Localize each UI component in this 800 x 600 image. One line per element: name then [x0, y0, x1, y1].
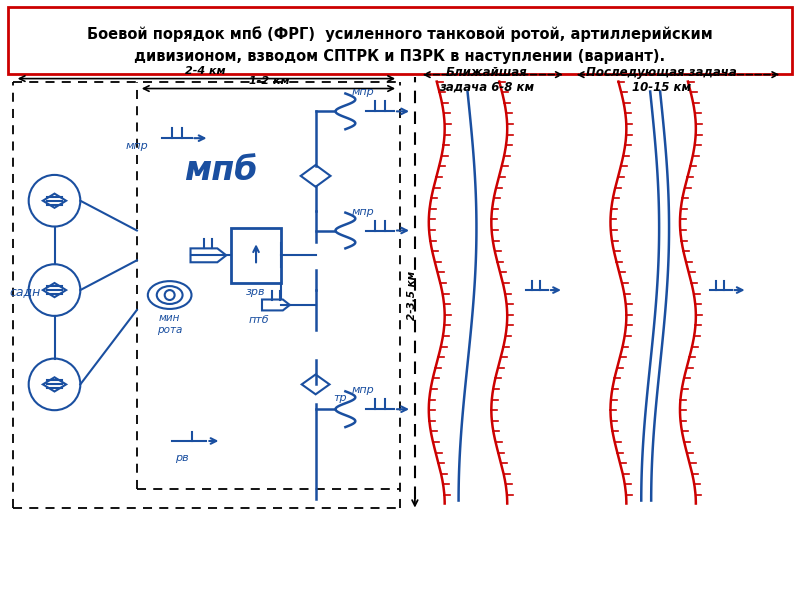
Text: зрв: зрв — [246, 287, 266, 297]
Text: Ближайшая
задача 6-8 км: Ближайшая задача 6-8 км — [439, 65, 534, 94]
Bar — [231, 227, 281, 283]
Text: рв: рв — [174, 453, 188, 463]
Text: садн: садн — [9, 286, 40, 299]
Text: мпр: мпр — [352, 206, 374, 217]
Text: мпр: мпр — [352, 385, 374, 395]
Text: тр: тр — [334, 394, 347, 403]
Text: 2-3,5 км: 2-3,5 км — [407, 271, 417, 320]
Text: мин
рота: мин рота — [157, 313, 182, 335]
Text: Боевой порядок мпб (ФРГ)  усиленного танковой ротой, артиллерийским: Боевой порядок мпб (ФРГ) усиленного танк… — [87, 26, 713, 42]
FancyBboxPatch shape — [8, 7, 792, 74]
Text: 1-2 км: 1-2 км — [249, 76, 290, 86]
Text: мпр: мпр — [126, 141, 148, 151]
Text: Последующая задача
10-15 км: Последующая задача 10-15 км — [586, 65, 737, 94]
Text: мпб: мпб — [185, 154, 258, 187]
Text: дивизионом, взводом СПТРК и ПЗРК в наступлении (вариант).: дивизионом, взводом СПТРК и ПЗРК в насту… — [134, 49, 666, 64]
Text: мпр: мпр — [352, 88, 374, 97]
Text: птб: птб — [249, 315, 270, 325]
Text: 2-4 км: 2-4 км — [185, 65, 226, 76]
